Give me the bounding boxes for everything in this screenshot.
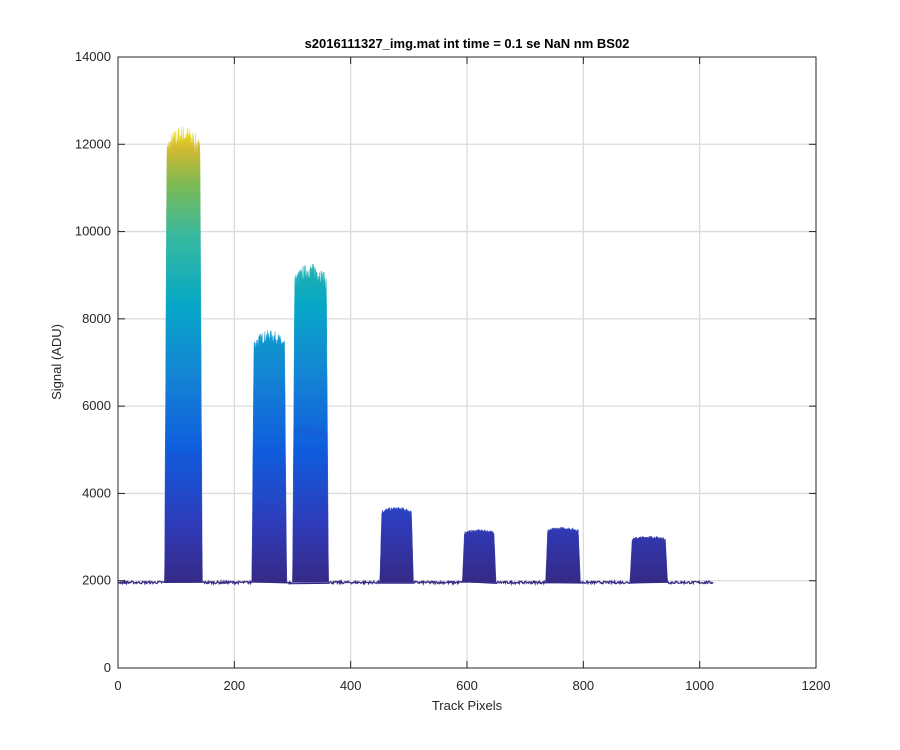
chart-title: s2016111327_img.mat int time = 0.1 se Na… [305, 36, 630, 51]
grid-lines [118, 57, 816, 668]
y-axis-label: Signal (ADU) [49, 324, 64, 400]
signal-peak [291, 263, 330, 583]
y-tick-label: 2000 [82, 573, 111, 588]
x-tick-label: 600 [456, 678, 478, 693]
y-tick-label: 14000 [75, 49, 111, 64]
x-tick-label: 200 [223, 678, 245, 693]
signal-peak [628, 535, 669, 583]
signal-peak [250, 330, 288, 583]
baseline-trace [118, 578, 714, 587]
signal-series [118, 126, 714, 587]
signal-peak [544, 526, 582, 583]
signal-peak [378, 506, 415, 583]
y-tick-label: 10000 [75, 224, 111, 239]
x-tick-label: 400 [340, 678, 362, 693]
y-tick-label: 0 [104, 660, 111, 675]
x-tick-label: 0 [114, 678, 121, 693]
signal-inner-contour [166, 450, 201, 467]
x-axis-label: Track Pixels [432, 698, 503, 713]
y-tick-labels: 0 2000 4000 6000 8000 10000 12000 14000 [75, 49, 111, 675]
signal-inner-contour [294, 425, 327, 440]
x-tick-label: 800 [572, 678, 594, 693]
axis-ticks [117, 56, 817, 669]
x-tick-labels: 0 200 400 600 800 1000 1200 [114, 678, 830, 693]
signal-inner-contour [253, 490, 285, 506]
signal-peak [163, 126, 204, 583]
y-tick-label: 8000 [82, 311, 111, 326]
y-tick-label: 12000 [75, 136, 111, 151]
y-tick-label: 4000 [82, 485, 111, 500]
x-tick-label: 1000 [685, 678, 714, 693]
x-tick-label: 1200 [802, 678, 831, 693]
y-tick-label: 6000 [82, 398, 111, 413]
signal-peak [461, 528, 498, 583]
